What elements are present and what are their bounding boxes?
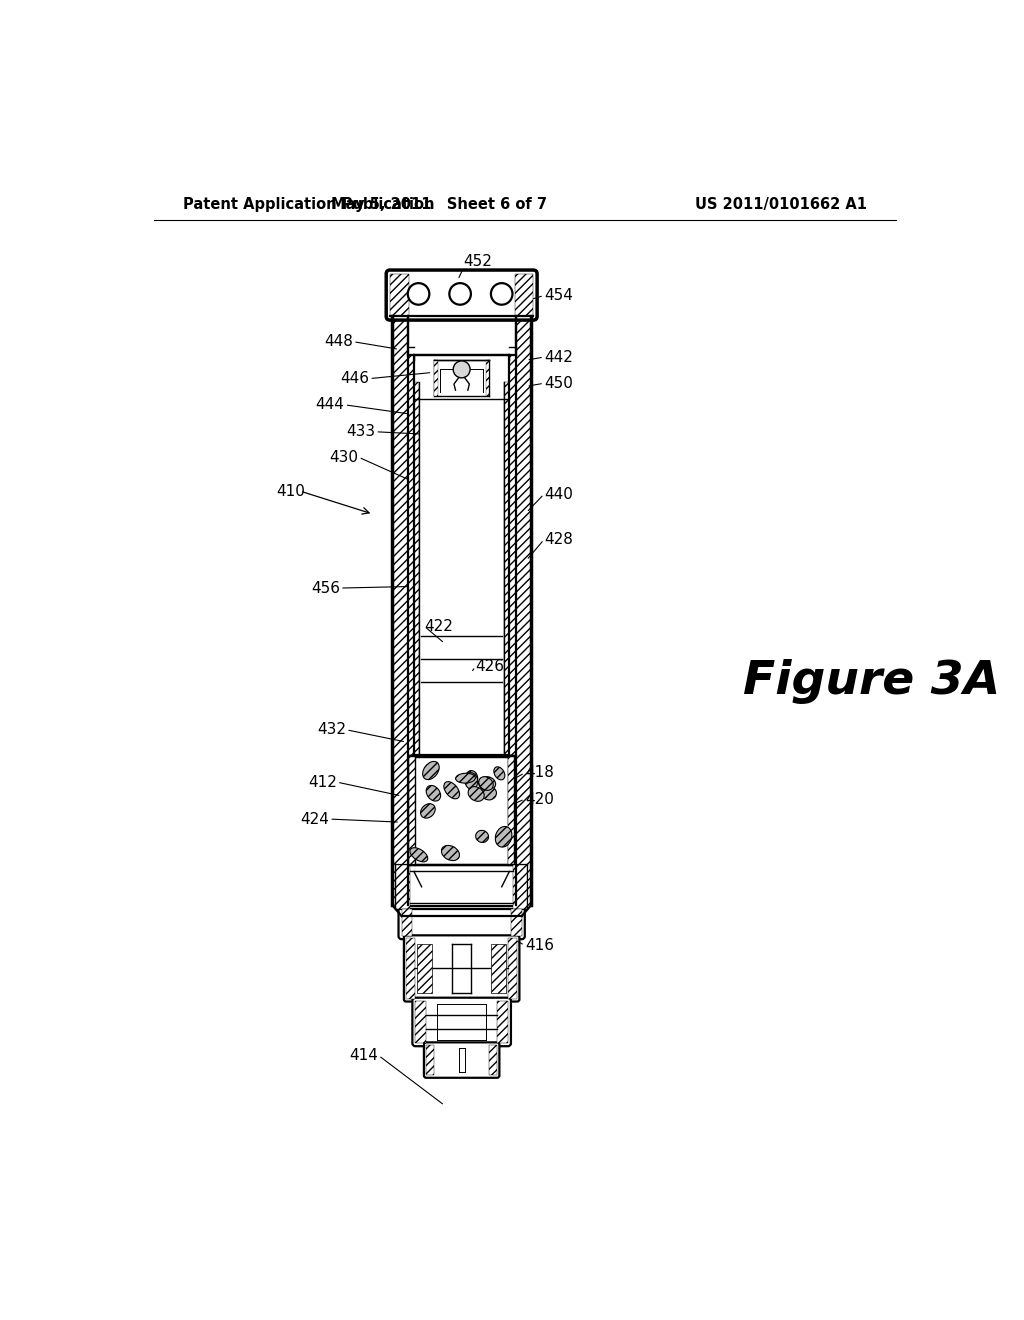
Bar [434,360,438,396]
Circle shape [408,284,429,305]
Text: US 2011/0101662 A1: US 2011/0101662 A1 [694,197,866,213]
Bar [390,275,409,317]
FancyBboxPatch shape [386,271,538,321]
Text: 430: 430 [330,450,358,465]
Text: 418: 418 [524,766,554,780]
FancyBboxPatch shape [403,936,519,1002]
Circle shape [450,284,471,305]
Text: 410: 410 [276,483,305,499]
Text: 428: 428 [544,532,572,546]
Text: 456: 456 [311,581,340,595]
Bar [417,944,432,993]
Bar [508,937,517,999]
FancyBboxPatch shape [424,1043,500,1077]
Text: 422: 422 [425,619,454,634]
Text: 412: 412 [308,775,337,789]
Bar [508,758,514,866]
Bar [489,1044,497,1076]
Bar [513,866,527,909]
Bar [515,275,534,317]
Bar [410,758,416,866]
Text: 450: 450 [544,376,572,391]
Text: 446: 446 [340,371,370,387]
Text: 448: 448 [325,334,353,350]
FancyBboxPatch shape [413,998,511,1047]
Circle shape [490,284,512,305]
Ellipse shape [441,845,460,861]
Ellipse shape [423,762,439,780]
Ellipse shape [496,826,512,847]
Text: 452: 452 [463,253,493,268]
Text: May 5, 2011   Sheet 6 of 7: May 5, 2011 Sheet 6 of 7 [331,197,547,213]
Text: 444: 444 [315,397,345,412]
Ellipse shape [476,830,488,842]
Bar [511,909,521,936]
Bar [408,355,414,755]
Bar [497,1001,508,1043]
Ellipse shape [410,847,428,862]
Ellipse shape [494,767,505,780]
Ellipse shape [478,776,496,791]
Ellipse shape [466,771,478,785]
Bar [410,758,514,866]
Ellipse shape [456,774,475,783]
Ellipse shape [421,804,435,818]
Text: 426: 426 [475,659,505,675]
Ellipse shape [426,785,440,801]
Bar [392,317,408,906]
Bar [509,355,515,755]
Ellipse shape [465,772,478,789]
Text: 414: 414 [349,1048,379,1063]
Text: 416: 416 [524,937,554,953]
Bar [414,381,419,755]
Bar [401,909,413,936]
Text: 420: 420 [524,792,554,807]
Ellipse shape [482,787,497,800]
Bar [396,866,410,909]
Bar [504,381,509,755]
Text: 440: 440 [544,487,572,502]
Text: Figure 3A: Figure 3A [742,660,1000,705]
Bar [426,1044,434,1076]
Ellipse shape [443,781,460,799]
Text: 424: 424 [300,812,330,826]
Circle shape [454,360,470,378]
Text: 454: 454 [544,288,572,304]
Bar [490,944,506,993]
Ellipse shape [479,776,494,791]
Bar [485,360,489,396]
Bar [416,1001,426,1043]
Text: 432: 432 [317,722,346,738]
Bar [407,937,416,999]
Bar [515,317,531,906]
FancyBboxPatch shape [398,906,524,940]
Text: 442: 442 [544,350,572,364]
Text: Patent Application Publication: Patent Application Publication [183,197,434,213]
Ellipse shape [468,787,484,801]
Text: 433: 433 [346,424,376,440]
